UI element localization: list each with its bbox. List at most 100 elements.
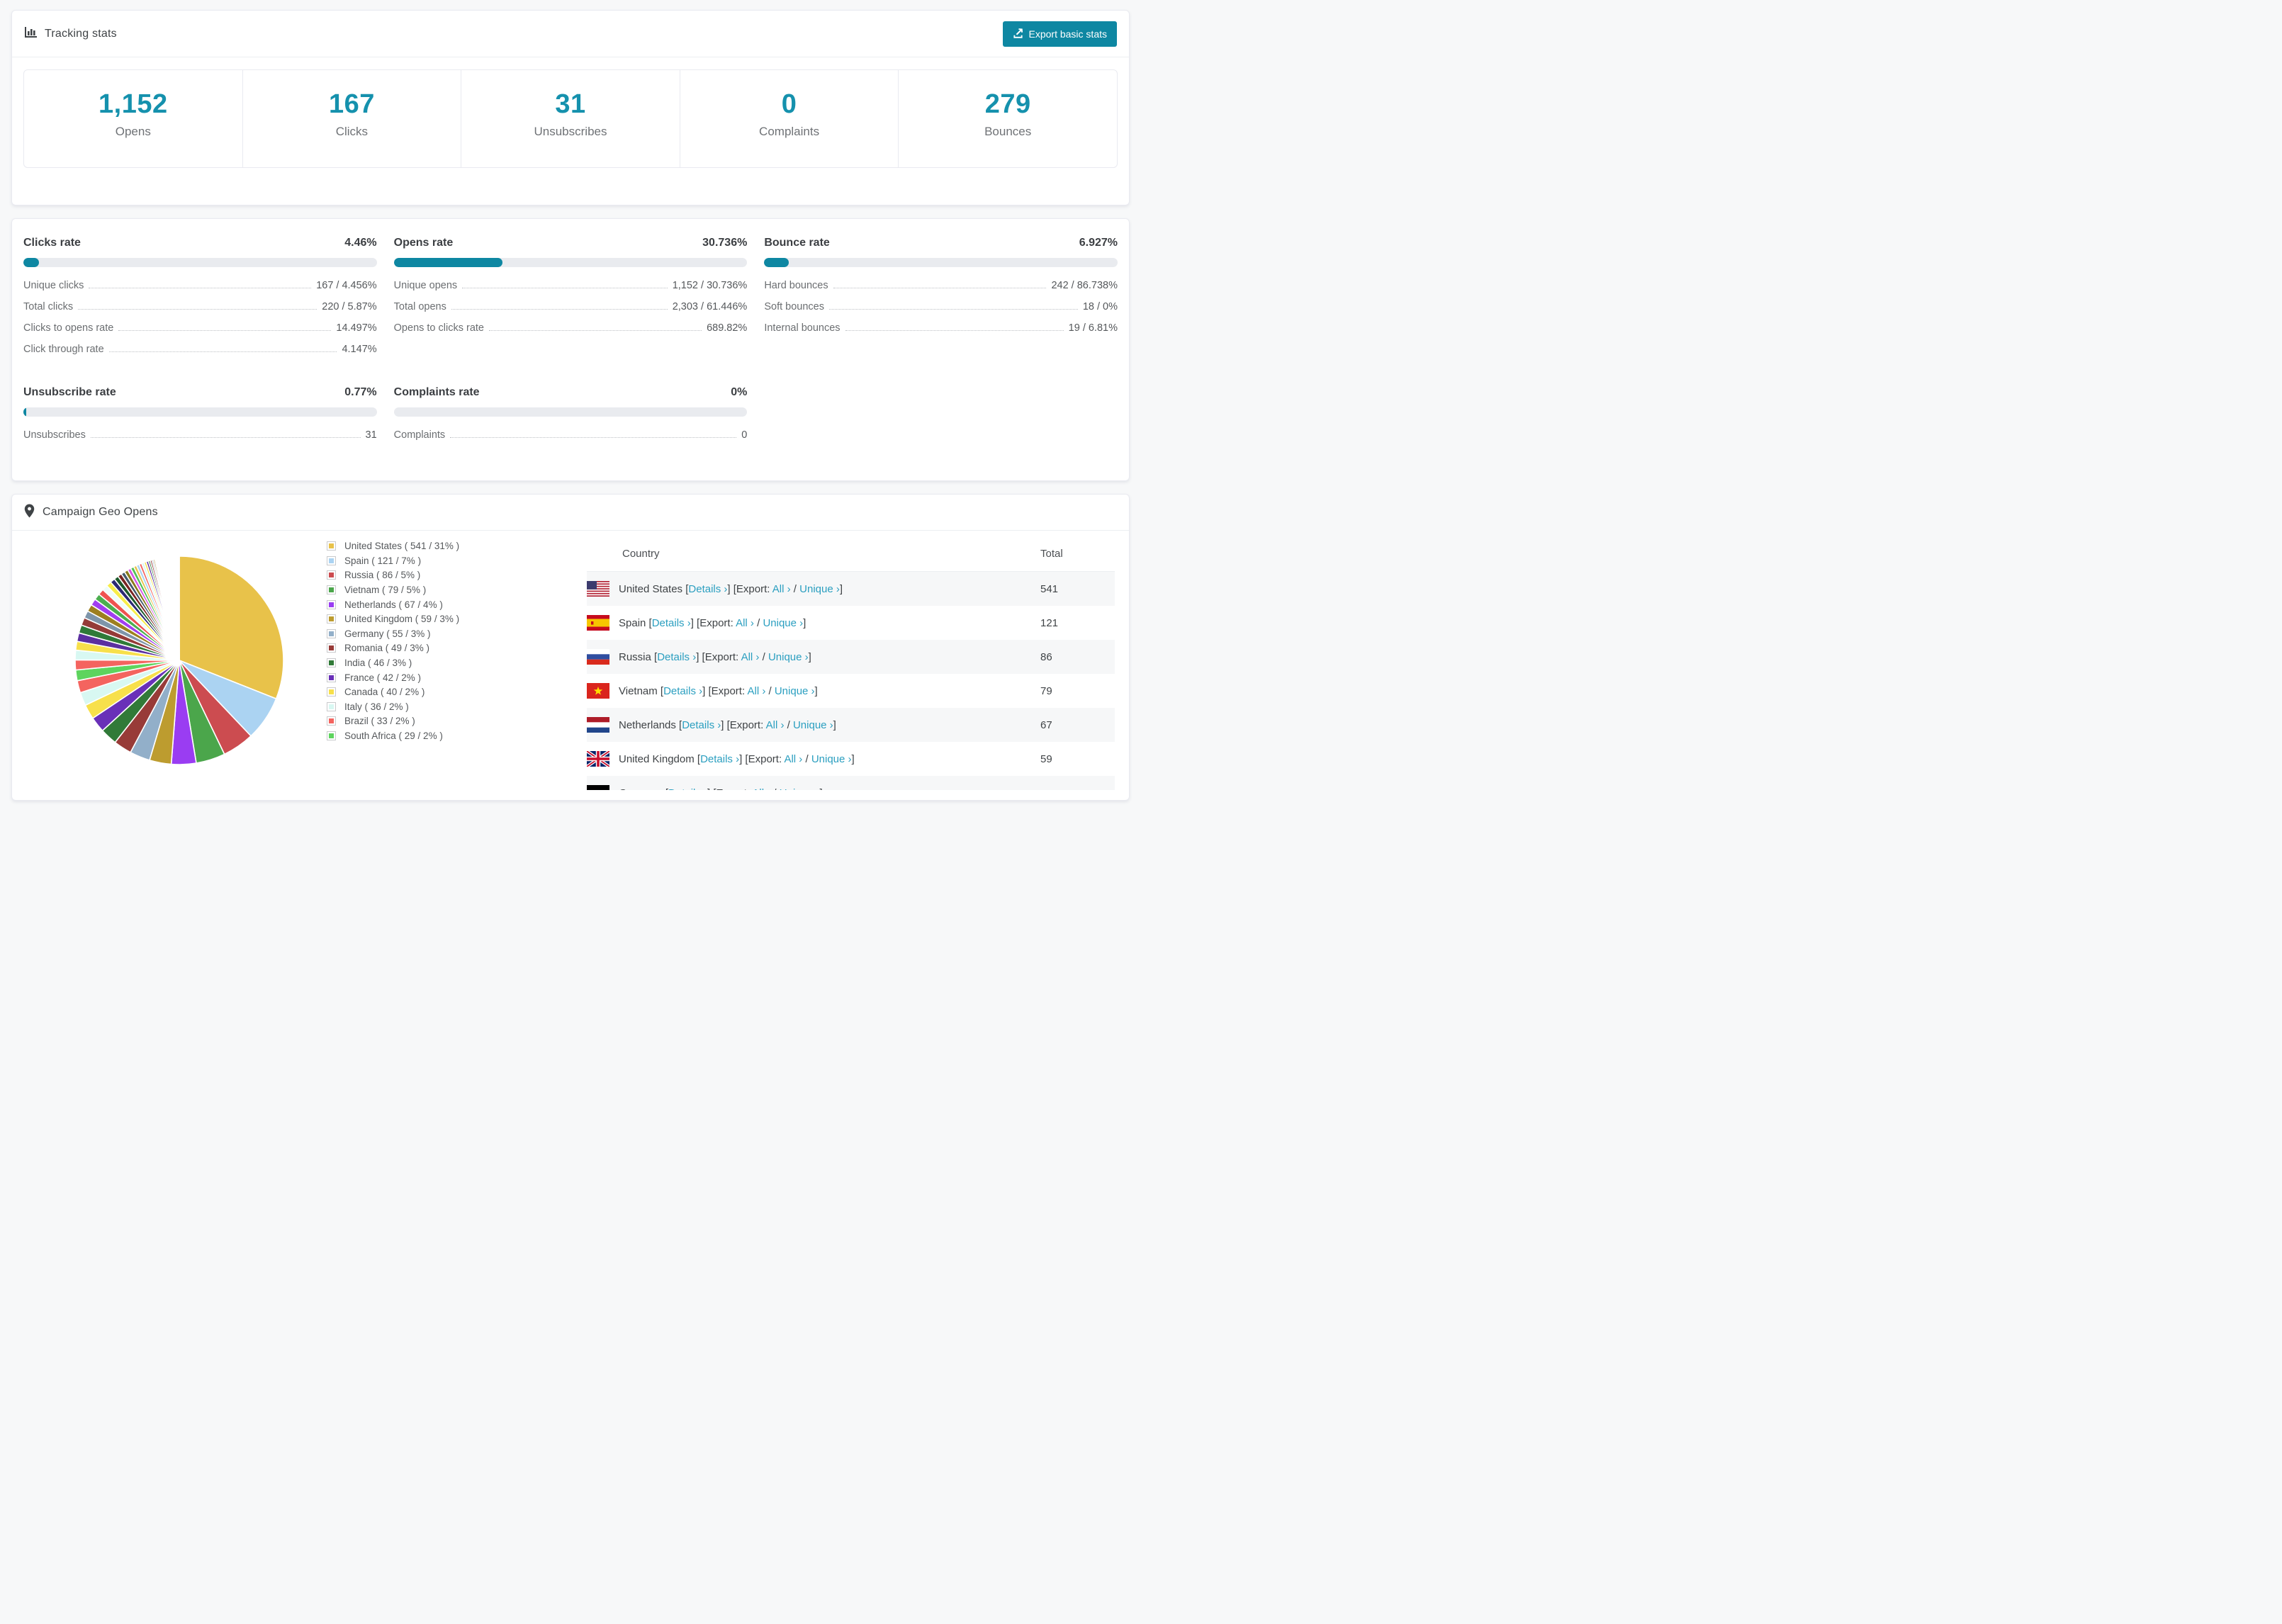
export-all-link[interactable]: All › xyxy=(784,752,803,765)
rate-row-value: 18 / 0% xyxy=(1082,301,1118,312)
geo-table-row-netherlands: Netherlands [Details ›] [Export: All › /… xyxy=(587,708,1115,742)
export-all-link[interactable]: All › xyxy=(752,787,770,791)
legend-item-italy[interactable]: Italy ( 36 / 2% ) xyxy=(327,701,459,712)
geo-table-header: Country Total xyxy=(587,539,1115,572)
dotted-leader xyxy=(450,437,737,438)
stat-value: 167 xyxy=(328,89,375,119)
stat-box-clicks: 167 Clicks xyxy=(242,70,461,167)
dotted-leader xyxy=(90,437,361,438)
export-all-link[interactable]: All › xyxy=(736,616,754,629)
legend-label: United States ( 541 / 31% ) xyxy=(344,541,460,552)
legend-item-united-states[interactable]: United States ( 541 / 31% ) xyxy=(327,541,459,551)
details-link[interactable]: Details › xyxy=(668,787,707,791)
total-cell: 79 xyxy=(1040,684,1052,697)
rate-section-clicks-rate: Clicks rate 4.46% Unique clicks 167 / 4.456… xyxy=(23,237,377,365)
rate-row-value: 167 / 4.456% xyxy=(316,280,377,291)
legend-item-russia[interactable]: Russia ( 86 / 5% ) xyxy=(327,570,459,580)
stat-label: Opens xyxy=(115,124,151,138)
legend-label: France ( 42 / 2% ) xyxy=(344,672,422,683)
legend-swatch xyxy=(327,599,336,609)
rate-section-bounce-rate: Bounce rate 6.927% Hard bounces 242 / 86.73… xyxy=(764,237,1118,365)
details-link[interactable]: Details › xyxy=(700,752,740,765)
export-unique-link[interactable]: Unique › xyxy=(774,684,815,697)
legend-label: United Kingdom ( 59 / 3% ) xyxy=(344,614,460,625)
rate-row: Unsubscribes 31 xyxy=(23,429,377,451)
column-header-country: Country xyxy=(622,548,660,560)
stat-box-complaints: 0 Complaints xyxy=(679,70,899,167)
country-cell: Russia [Details ›] [Export: All › / Uniq… xyxy=(619,650,811,663)
legend-item-india[interactable]: India ( 46 / 3% ) xyxy=(327,658,459,668)
details-link[interactable]: Details › xyxy=(688,582,728,595)
export-unique-link[interactable]: Unique › xyxy=(799,582,840,595)
country-cell: United Kingdom [Details ›] [Export: All … xyxy=(619,752,855,765)
rate-row-label: Internal bounces xyxy=(764,322,841,334)
legend-swatch xyxy=(327,716,336,726)
geo-table-row-united-states: United States [Details ›] [Export: All ›… xyxy=(587,572,1115,606)
export-unique-link[interactable]: Unique › xyxy=(792,718,833,731)
dotted-leader xyxy=(78,309,317,310)
legend-item-united-kingdom[interactable]: United Kingdom ( 59 / 3% ) xyxy=(327,614,459,624)
rate-title: Complaints rate xyxy=(393,386,480,398)
legend-item-brazil[interactable]: Brazil ( 33 / 2% ) xyxy=(327,716,459,726)
legend-label: Italy ( 36 / 2% ) xyxy=(344,701,409,712)
details-link[interactable]: Details › xyxy=(682,718,721,731)
total-cell: 67 xyxy=(1040,718,1052,731)
country-cell: United States [Details ›] [Export: All ›… xyxy=(619,582,843,595)
geo-table-row-germany: Germany [Details ›] [Export: All › / Uni… xyxy=(587,776,1115,790)
legend-item-france[interactable]: France ( 42 / 2% ) xyxy=(327,672,459,683)
rate-row-value: 1,152 / 30.736% xyxy=(672,280,748,291)
rate-title: Unsubscribe rate xyxy=(23,386,116,398)
flag-nl-icon xyxy=(587,717,609,733)
export-unique-link[interactable]: Unique › xyxy=(768,650,809,663)
stat-box-bounces: 279 Bounces xyxy=(898,70,1117,167)
geo-title: Campaign Geo Opens xyxy=(43,506,158,518)
export-basic-stats-button[interactable]: Export basic stats xyxy=(1002,21,1117,47)
export-unique-link[interactable]: Unique › xyxy=(763,616,804,629)
country-cell: Netherlands [Details ›] [Export: All › /… xyxy=(619,718,836,731)
geo-header: Campaign Geo Opens xyxy=(12,495,1129,531)
total-cell: 541 xyxy=(1040,582,1059,595)
rates-card: Clicks rate 4.46% Unique clicks 167 / 4.456… xyxy=(11,218,1130,481)
details-link[interactable]: Details › xyxy=(651,616,691,629)
rate-title: Opens rate xyxy=(393,237,454,249)
geo-opens-pie-chart[interactable] xyxy=(73,554,286,767)
rate-row-label: Complaints xyxy=(393,429,446,441)
stat-value: 31 xyxy=(555,89,586,119)
rate-row: Soft bounces 18 / 0% xyxy=(764,301,1118,322)
details-link[interactable]: Details › xyxy=(663,684,703,697)
legend-item-spain[interactable]: Spain ( 121 / 7% ) xyxy=(327,556,459,566)
flag-vn-icon xyxy=(587,683,609,699)
legend-item-netherlands[interactable]: Netherlands ( 67 / 4% ) xyxy=(327,599,459,610)
legend-item-vietnam[interactable]: Vietnam ( 79 / 5% ) xyxy=(327,585,459,595)
rate-row-value: 0 xyxy=(741,429,748,441)
progress-bar xyxy=(764,258,1118,267)
tracking-stats-card: Tracking stats Export basic stats 1,152 O… xyxy=(11,10,1130,205)
geo-table-row-russia: Russia [Details ›] [Export: All › / Uniq… xyxy=(587,640,1115,674)
details-link[interactable]: Details › xyxy=(657,650,697,663)
geo-table-row-united-kingdom: United Kingdom [Details ›] [Export: All … xyxy=(587,742,1115,776)
legend-label: South Africa ( 29 / 2% ) xyxy=(344,730,443,741)
flag-gb-icon xyxy=(587,751,609,767)
export-unique-link[interactable]: Unique › xyxy=(780,787,820,791)
export-all-link[interactable]: All › xyxy=(765,718,785,731)
rate-row-label: Clicks to opens rate xyxy=(23,322,114,334)
legend-item-romania[interactable]: Romania ( 49 / 3% ) xyxy=(327,643,459,653)
legend-swatch xyxy=(327,628,336,638)
rate-title: Bounce rate xyxy=(764,237,830,249)
pie-legend: United States ( 541 / 31% ) Spain ( 121 /… xyxy=(327,541,459,745)
legend-item-canada[interactable]: Canada ( 40 / 2% ) xyxy=(327,687,459,697)
rate-row-label: Unique clicks xyxy=(23,280,84,291)
legend-label: Brazil ( 33 / 2% ) xyxy=(344,716,415,727)
export-all-link[interactable]: All › xyxy=(747,684,766,697)
rate-row-label: Total opens xyxy=(393,301,446,312)
dotted-leader xyxy=(828,309,1078,310)
legend-item-south-africa[interactable]: South Africa ( 29 / 2% ) xyxy=(327,731,459,741)
rate-row-label: Hard bounces xyxy=(764,280,828,291)
rate-title: Clicks rate xyxy=(23,237,81,249)
export-unique-link[interactable]: Unique › xyxy=(811,752,852,765)
legend-swatch xyxy=(327,701,336,711)
export-all-link[interactable]: All › xyxy=(772,582,791,595)
legend-swatch xyxy=(327,643,336,653)
legend-item-germany[interactable]: Germany ( 55 / 3% ) xyxy=(327,628,459,639)
export-all-link[interactable]: All › xyxy=(741,650,760,663)
